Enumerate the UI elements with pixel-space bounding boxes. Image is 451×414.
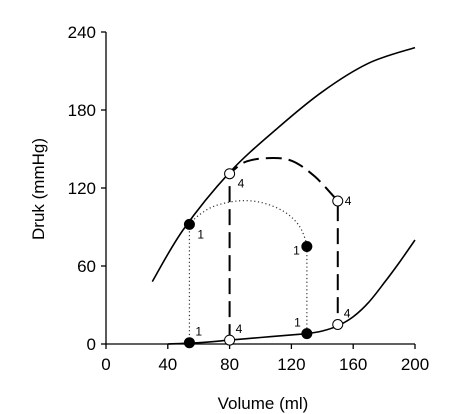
y-axis-title: Druk (mmHg) bbox=[29, 138, 48, 240]
x-axis-title: Volume (ml) bbox=[218, 394, 309, 413]
y-tick-label: 180 bbox=[68, 101, 96, 120]
series-line-1 bbox=[151, 46, 416, 283]
y-tick-label: 0 bbox=[87, 335, 96, 354]
x-tick-label: 80 bbox=[220, 355, 239, 374]
filled-point-marker bbox=[301, 241, 313, 252]
open-point-marker bbox=[224, 334, 236, 346]
point-label: 4 bbox=[238, 177, 245, 191]
y-tick-label: 240 bbox=[68, 23, 96, 42]
x-tick-label: 200 bbox=[401, 355, 429, 374]
open-point-marker bbox=[332, 319, 344, 330]
open-point-marker bbox=[224, 168, 236, 180]
filled-point-marker bbox=[301, 328, 313, 340]
y-tick-label: 120 bbox=[68, 179, 96, 198]
point-label: 1 bbox=[293, 244, 300, 258]
point-label: 4 bbox=[236, 322, 243, 336]
series-line-4 bbox=[188, 200, 308, 343]
filled-point-marker bbox=[183, 218, 195, 230]
x-tick-label: 120 bbox=[277, 355, 305, 374]
series-line-3 bbox=[228, 157, 339, 341]
series-layer bbox=[151, 46, 416, 345]
filled-point-marker bbox=[183, 337, 195, 349]
x-tick-label: 0 bbox=[101, 355, 110, 374]
axes: 0 40 80 120 160 200 0 60 120 180 240 bbox=[68, 23, 430, 374]
x-tick-label: 40 bbox=[158, 355, 177, 374]
point-label: 4 bbox=[344, 307, 351, 321]
point-label: 1 bbox=[294, 316, 301, 330]
point-label: 4 bbox=[345, 194, 352, 208]
x-tick-label: 160 bbox=[339, 355, 367, 374]
point-label: 1 bbox=[197, 227, 204, 241]
point-label: 1 bbox=[195, 325, 202, 339]
open-point-marker bbox=[332, 195, 344, 207]
series-line-2 bbox=[167, 239, 416, 345]
marker-layer: 1 1 1 1 4 4 4 4 bbox=[183, 168, 352, 349]
y-tick-label: 60 bbox=[77, 257, 96, 276]
